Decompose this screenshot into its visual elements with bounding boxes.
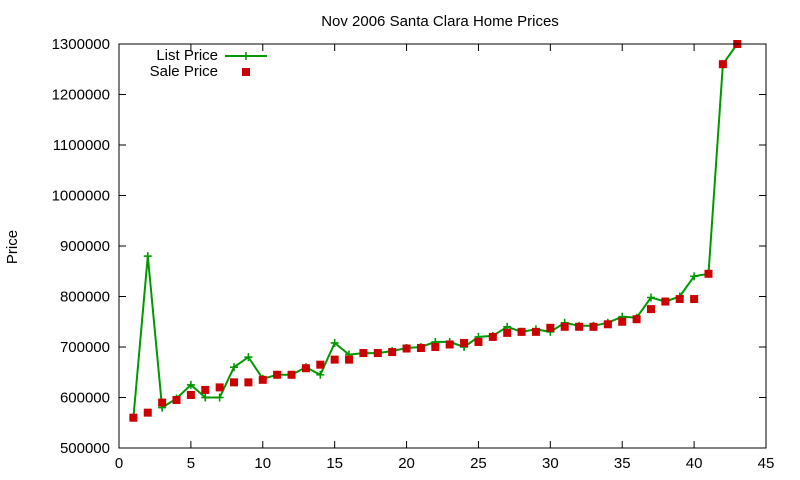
- axis-ticks: 0 5 10 15 20 25 30 35 40 45 500000 600000 700000 8000…: [52, 36, 775, 472]
- list-price-point: [230, 363, 239, 372]
- legend-marker-sale-price: [242, 68, 250, 76]
- sale-price-point: [618, 317, 627, 326]
- list-price-point: [244, 353, 253, 362]
- sale-price-point: [560, 322, 569, 331]
- sale-price-point: [690, 295, 699, 304]
- y-tick-label: 1200000: [52, 87, 110, 104]
- sale-price-point: [575, 322, 584, 331]
- sale-price-point: [388, 348, 397, 357]
- list-price-point: [143, 252, 152, 261]
- y-tick-label: 500000: [60, 440, 110, 457]
- sale-price-point: [603, 320, 612, 329]
- y-tick-label: 1300000: [52, 36, 110, 53]
- list-price-point: [215, 393, 224, 402]
- legend-label-sale-price: Sale Price: [150, 63, 218, 80]
- sale-price-point: [244, 378, 253, 387]
- sale-price-point: [675, 295, 684, 304]
- sale-price-point: [359, 349, 368, 358]
- sale-price-point: [546, 323, 555, 332]
- y-tick-label: 800000: [60, 289, 110, 306]
- sale-price-point: [416, 344, 425, 353]
- y-tick-label: 1100000: [53, 137, 110, 154]
- sale-price-point: [373, 349, 382, 358]
- x-tick-label: 40: [686, 455, 703, 472]
- list-price-point: [316, 370, 325, 379]
- y-tick-label: 700000: [60, 339, 110, 356]
- x-tick-label: 30: [542, 455, 559, 472]
- sale-price-point: [718, 60, 727, 69]
- x-tick-label: 15: [326, 455, 343, 472]
- sale-price-point: [143, 408, 152, 417]
- chart-title: Nov 2006 Santa Clara Home Prices: [321, 13, 559, 30]
- legend-marker-list-price: [242, 52, 250, 60]
- list-price-point: [201, 393, 210, 402]
- sale-price-point: [474, 337, 483, 346]
- sale-price-point: [301, 364, 310, 373]
- legend-label-list-price: List Price: [156, 47, 218, 64]
- sale-price-point: [632, 315, 641, 324]
- y-axis-label: Price: [4, 230, 21, 264]
- x-tick-label: 5: [187, 455, 195, 472]
- list-price-point: [186, 380, 195, 389]
- sale-price-point: [460, 338, 469, 347]
- y-tick-label: 1000000: [52, 188, 110, 205]
- y-tick-label: 600000: [60, 390, 110, 407]
- y-tick-label: 900000: [60, 238, 110, 255]
- x-tick-label: 35: [614, 455, 631, 472]
- sale-price-point: [517, 327, 526, 336]
- sale-price-point: [186, 390, 195, 399]
- sale-price-point: [172, 396, 181, 405]
- x-tick-label: 25: [470, 455, 487, 472]
- x-tick-label: 20: [398, 455, 415, 472]
- sale-price-point: [273, 370, 282, 379]
- sale-price-point: [158, 398, 167, 407]
- x-tick-label: 0: [115, 455, 123, 472]
- sale-price-point: [402, 344, 411, 353]
- sale-price-point: [704, 269, 713, 278]
- x-tick-label: 45: [758, 455, 775, 472]
- sale-price-point: [488, 332, 497, 341]
- sale-price-point: [589, 322, 598, 331]
- sale-price-point: [431, 343, 440, 351]
- plot-series: [129, 40, 742, 422]
- sale-price-point: [646, 305, 655, 314]
- sale-price-point: [345, 355, 354, 364]
- sale-price-point: [316, 360, 325, 369]
- sale-price-point: [330, 355, 339, 364]
- list-price-point: [330, 338, 339, 347]
- list-price-point: [646, 293, 655, 302]
- sale-price-point: [215, 383, 224, 392]
- x-tick-label: 10: [254, 455, 271, 472]
- sale-price-point: [201, 385, 210, 394]
- sale-price-point: [531, 327, 540, 336]
- sale-price-point: [129, 413, 138, 422]
- sale-price-point: [445, 340, 454, 349]
- sale-price-point: [661, 297, 670, 306]
- sale-price-point: [258, 375, 267, 384]
- sale-price-point: [230, 378, 239, 387]
- plot-frame: [118, 43, 767, 449]
- list-price-point: [690, 272, 699, 281]
- sale-price-point: [287, 370, 296, 379]
- sale-price-point: [503, 328, 512, 337]
- list-price-line: [132, 43, 739, 418]
